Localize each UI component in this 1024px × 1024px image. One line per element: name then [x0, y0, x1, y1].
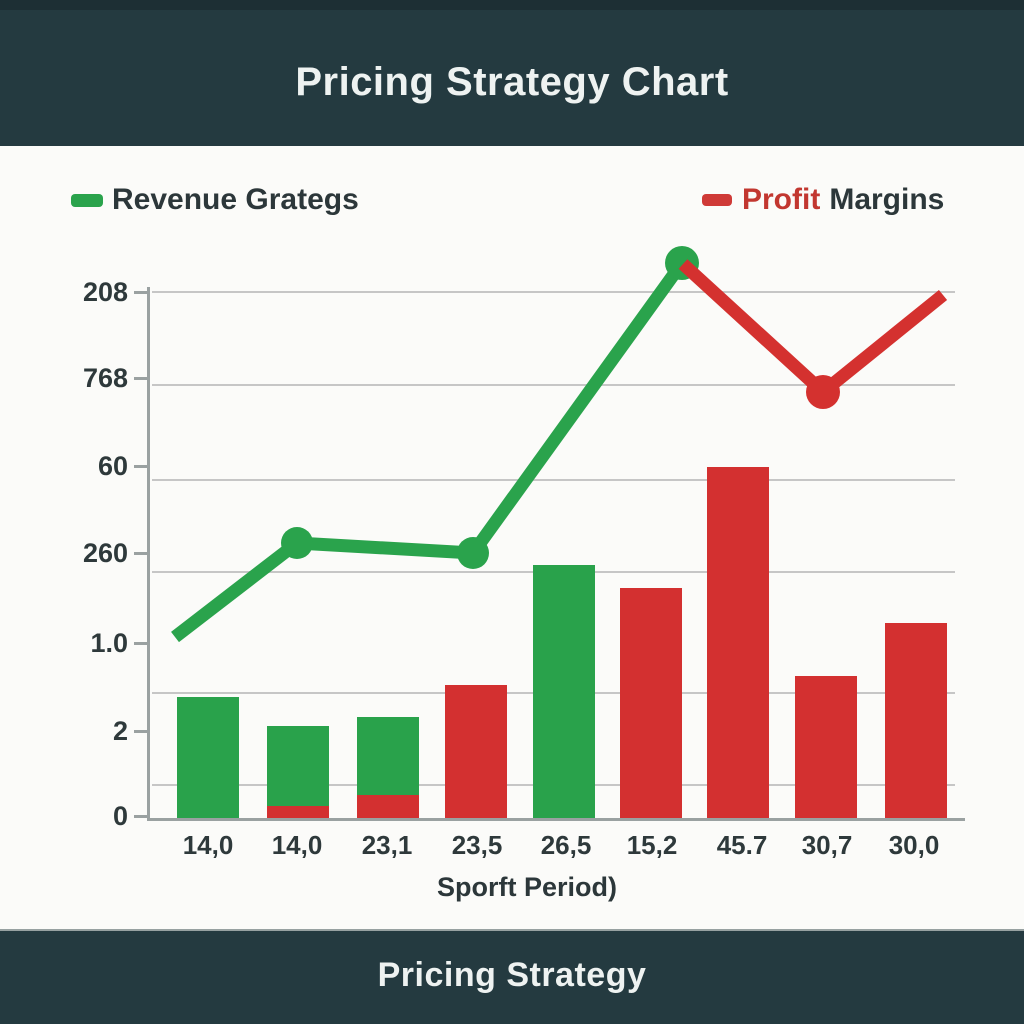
revenue-legend-swatch [71, 193, 103, 207]
bar-segment-red [885, 623, 947, 818]
bar-segment-green [267, 726, 329, 806]
x-tick-label: 15,2 [626, 830, 678, 860]
x-axis-line [147, 818, 965, 821]
y-tick-label: 60 [97, 451, 128, 481]
bar-segment-green [357, 717, 419, 795]
profit-legend-label-word2: Margins [829, 183, 945, 216]
revenue-grategs-marker [665, 246, 699, 280]
y-tick-mark [134, 465, 149, 468]
revenue-grategs-marker [457, 537, 489, 569]
header-band: Pricing Strategy Chart [0, 0, 1024, 146]
y-tick-mark [134, 815, 149, 818]
x-tick-label: 23,1 [361, 830, 413, 860]
x-tick-label: 30,7 [801, 830, 853, 860]
revenue-grategs-marker [281, 527, 313, 559]
y-tick-label: 260 [82, 538, 128, 568]
x-tick-label: 23,5 [451, 830, 503, 860]
y-tick-mark [134, 552, 149, 555]
revenue-grategs-line [171, 259, 688, 643]
y-tick-label: 2 [112, 716, 128, 746]
y-tick-mark [134, 291, 149, 294]
y-tick-mark [134, 730, 149, 733]
footer-title: Pricing Strategy [377, 956, 647, 994]
bar-segment-red [357, 795, 419, 818]
gridline [152, 384, 955, 386]
x-tick-label: 45.7 [716, 830, 768, 860]
y-tick-mark [134, 377, 149, 380]
gridline [152, 479, 955, 481]
bar-segment-red [795, 676, 857, 818]
bar-segment-green [533, 565, 595, 818]
profit-margins-marker [806, 375, 840, 409]
y-tick-label: 0 [112, 801, 128, 831]
profit-legend-label-word1: Profit [742, 183, 821, 216]
revenue-legend-label: Revenue Grategs [112, 183, 359, 216]
legend-item-revenue: Revenue Grategs [71, 183, 359, 217]
gridline [152, 291, 955, 293]
x-tick-label: 14,0 [271, 830, 323, 860]
bar-segment-red [707, 467, 769, 818]
bar-segment-red [445, 685, 507, 818]
y-tick-label: 768 [82, 363, 128, 393]
x-axis-title: Sporft Period) [437, 872, 617, 902]
bar-segment-green [177, 697, 239, 818]
bar-segment-red [267, 806, 329, 818]
y-tick-mark [134, 642, 149, 645]
profit-legend-swatch [702, 194, 732, 206]
legend-item-profit: Profit Margins [702, 183, 944, 217]
footer-band: Pricing Strategy [0, 929, 1024, 1024]
y-tick-label: 1.0 [90, 628, 128, 658]
page-title: Pricing Strategy Chart [295, 59, 729, 104]
bar-segment-red [620, 588, 682, 818]
x-tick-label: 26,5 [540, 830, 592, 860]
x-tick-label: 14,0 [182, 830, 234, 860]
y-tick-label: 208 [82, 277, 128, 307]
x-tick-label: 30,0 [888, 830, 940, 860]
profit-margins-line [678, 259, 948, 399]
